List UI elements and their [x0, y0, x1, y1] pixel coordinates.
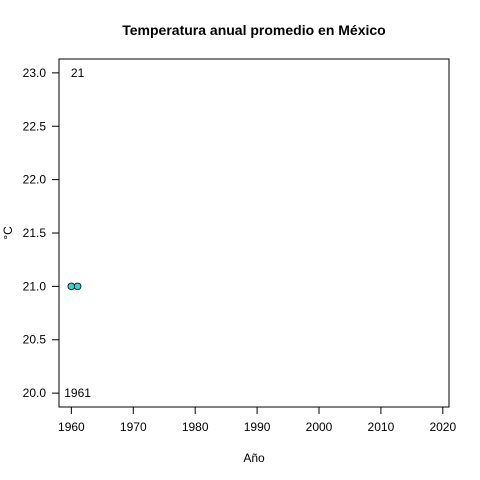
y-tick-label: 20.0: [23, 386, 47, 400]
x-tick-label: 1990: [244, 420, 271, 434]
x-tick-label: 2010: [368, 420, 395, 434]
y-tick-label: 22.0: [23, 173, 47, 187]
annotation-label: 21: [71, 66, 85, 80]
y-tick-label: 22.5: [23, 119, 47, 133]
chart-title: Temperatura anual promedio en México: [122, 22, 385, 38]
data-points: [67, 282, 82, 291]
y-axis-label: °C: [1, 226, 15, 240]
x-tick-label: 1960: [58, 420, 85, 434]
y-tick-label: 21.5: [23, 226, 47, 240]
x-axis: 1960 1970 1980 1990 2000 2010 2020: [58, 406, 456, 434]
data-point: [67, 282, 76, 291]
y-tick-label: 20.5: [23, 333, 47, 347]
x-tick-label: 2000: [306, 420, 333, 434]
annotation-label: 1961: [64, 386, 91, 400]
x-tick-label: 1980: [182, 420, 209, 434]
data-point: [73, 282, 82, 291]
plot-frame: [58, 58, 450, 408]
x-axis-label: Año: [243, 451, 265, 465]
x-tick-label: 1970: [120, 420, 147, 434]
x-tick-label: 2020: [429, 420, 456, 434]
y-tick-label: 23.0: [23, 66, 47, 80]
y-tick-label: 21.0: [23, 279, 47, 293]
y-axis: 20.0 20.5 21.0 21.5 22.0 22.5 23.0: [23, 66, 60, 400]
annotations: 21 1961: [64, 66, 91, 400]
